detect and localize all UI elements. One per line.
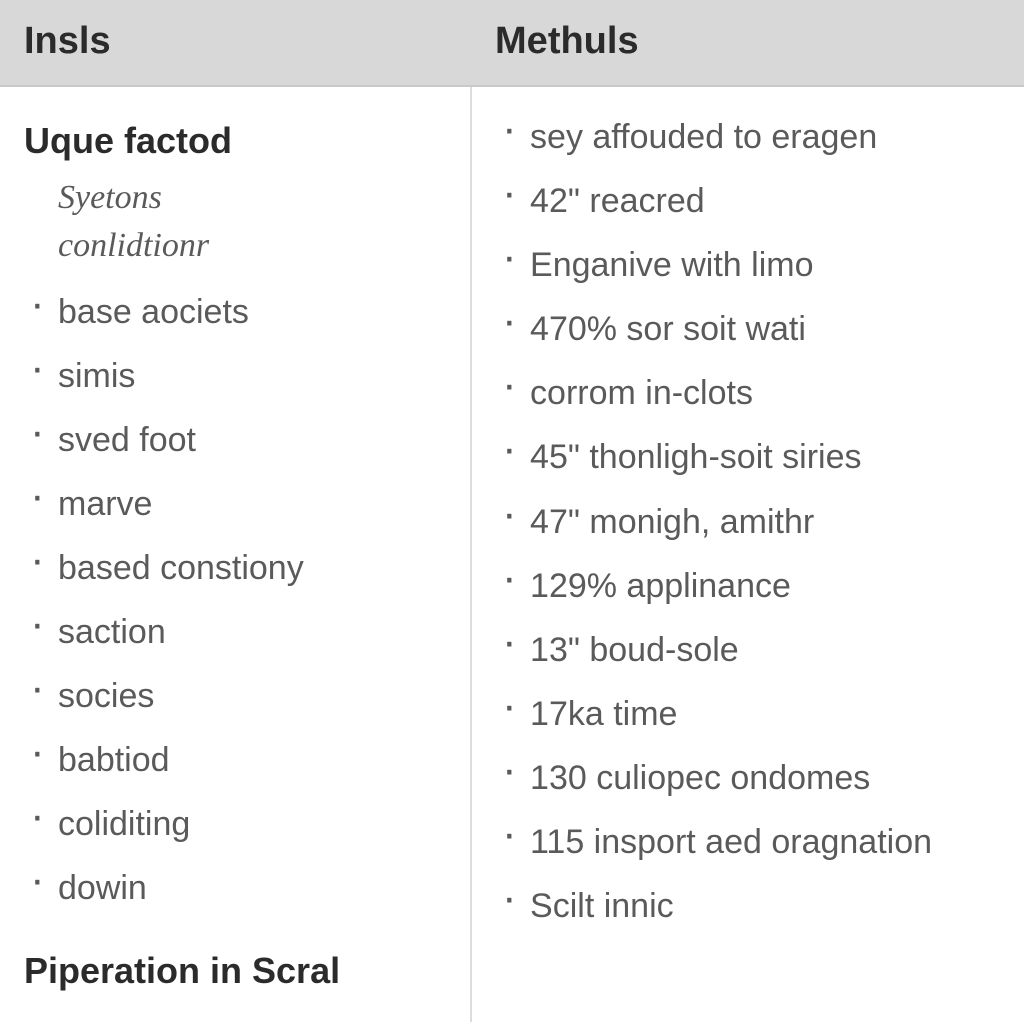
list-item: 47" monigh, amithr — [496, 490, 1002, 554]
left-sub-line-1: Syetons — [58, 179, 162, 216]
list-item: dowin — [24, 856, 448, 920]
left-sub-line-2: conlidtionr — [58, 227, 209, 264]
list-item: 17ka time — [496, 682, 1002, 746]
list-item: 129% applinance — [496, 554, 1002, 618]
list-item: based constiony — [24, 536, 448, 600]
list-item: 130 culiopec ondomes — [496, 746, 1002, 810]
list-item: Enganive with limo — [496, 233, 1002, 297]
list-item: 470% sor soit wati — [496, 297, 1002, 361]
comparison-table: Insls Methuls Uque factod Syetons conlid… — [0, 0, 1024, 1022]
left-heading-1: Uque factod — [24, 111, 448, 170]
list-item: 13" boud-sole — [496, 618, 1002, 682]
list-item: babtiod — [24, 728, 448, 792]
list-item: base aociets — [24, 280, 448, 344]
list-item: simis — [24, 344, 448, 408]
left-column: Uque factod Syetons conlidtionr base aoc… — [0, 86, 471, 1022]
list-item: 115 insport aed oragnation — [496, 810, 1002, 874]
list-item: 45" thonligh-soit siries — [496, 425, 1002, 489]
list-item: socies — [24, 664, 448, 728]
column-header-left: Insls — [0, 0, 471, 86]
list-item: saction — [24, 600, 448, 664]
left-heading-1-sub: Syetons conlidtionr — [58, 174, 448, 269]
list-item: corrom in-clots — [496, 361, 1002, 425]
list-item: sved foot — [24, 408, 448, 472]
table-body-row: Uque factod Syetons conlidtionr base aoc… — [0, 86, 1024, 1022]
list-item: marve — [24, 472, 448, 536]
list-item: Scilt innic — [496, 874, 1002, 938]
list-item: 42" reacred — [496, 169, 1002, 233]
left-heading-2: Piperation in Scral — [24, 941, 448, 1000]
column-header-right: Methuls — [471, 0, 1024, 86]
right-column: sey affouded to eragen 42" reacred Engan… — [471, 86, 1024, 1022]
table-header-row: Insls Methuls — [0, 0, 1024, 86]
list-item: sey affouded to eragen — [496, 105, 1002, 169]
left-bullet-list: base aociets simis sved foot marve based… — [24, 280, 448, 921]
right-bullet-list: sey affouded to eragen 42" reacred Engan… — [496, 105, 1002, 938]
list-item: coliditing — [24, 792, 448, 856]
